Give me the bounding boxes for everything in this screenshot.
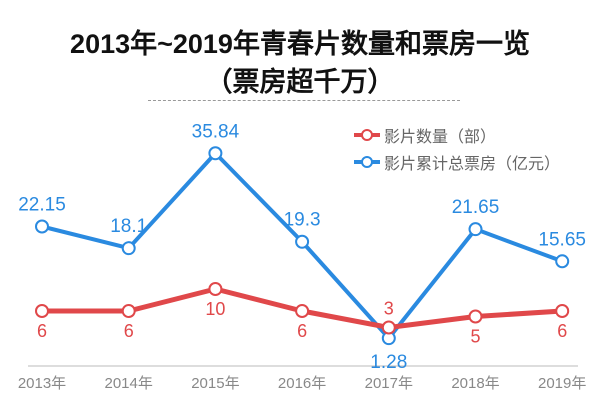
- data-point: [468, 222, 483, 237]
- data-point: [295, 234, 310, 249]
- data-label: 21.65: [452, 197, 500, 218]
- data-point: [35, 219, 49, 234]
- x-tick-label: 2017年: [365, 375, 413, 392]
- data-point: [295, 304, 310, 318]
- chart-subtitle: （票房超千万）: [205, 67, 395, 97]
- data-label: 6: [297, 321, 307, 341]
- data-label: 3: [384, 299, 394, 319]
- legend-item-count: 影片数量（部）: [354, 123, 496, 147]
- legend-item-boxoffice: 影片累计总票房（亿元）: [354, 150, 560, 174]
- x-tick-label: 2016年: [278, 375, 326, 392]
- x-tick-label: 2019年: [538, 375, 586, 392]
- data-point: [555, 254, 570, 269]
- data-label: 10: [205, 299, 225, 319]
- data-label: 18.1: [110, 216, 147, 237]
- legend-marker-red: [354, 129, 380, 141]
- data-label: 15.65: [538, 229, 586, 250]
- data-label: 22.15: [18, 194, 66, 215]
- data-point: [35, 304, 49, 318]
- data-point: [381, 320, 396, 335]
- legend-label-boxoffice: 影片累计总票房（亿元）: [384, 156, 561, 173]
- data-label: 6: [557, 321, 567, 341]
- data-label: 6: [124, 321, 134, 341]
- data-label: 1.28: [370, 352, 407, 373]
- chart-title: 2013年~2019年青春片数量和票房一览: [70, 29, 530, 59]
- data-label: 6: [37, 321, 47, 341]
- data-label: 35.84: [192, 121, 240, 142]
- data-label: 19.3: [284, 210, 321, 231]
- data-point: [121, 304, 136, 318]
- title-divider: [148, 100, 460, 101]
- x-tick-label: 2013年: [18, 375, 66, 392]
- data-label: 5: [470, 327, 480, 347]
- data-point: [555, 304, 570, 318]
- data-point: [208, 282, 223, 296]
- data-point: [208, 146, 223, 161]
- x-tick-label: 2018年: [451, 375, 499, 392]
- legend-marker-blue: [354, 156, 380, 168]
- x-tick-label: 2014年: [105, 375, 153, 392]
- legend-label-count: 影片数量（部）: [384, 129, 497, 146]
- x-tick-label: 2015年: [191, 375, 239, 392]
- data-point: [121, 241, 136, 256]
- data-point: [468, 309, 483, 324]
